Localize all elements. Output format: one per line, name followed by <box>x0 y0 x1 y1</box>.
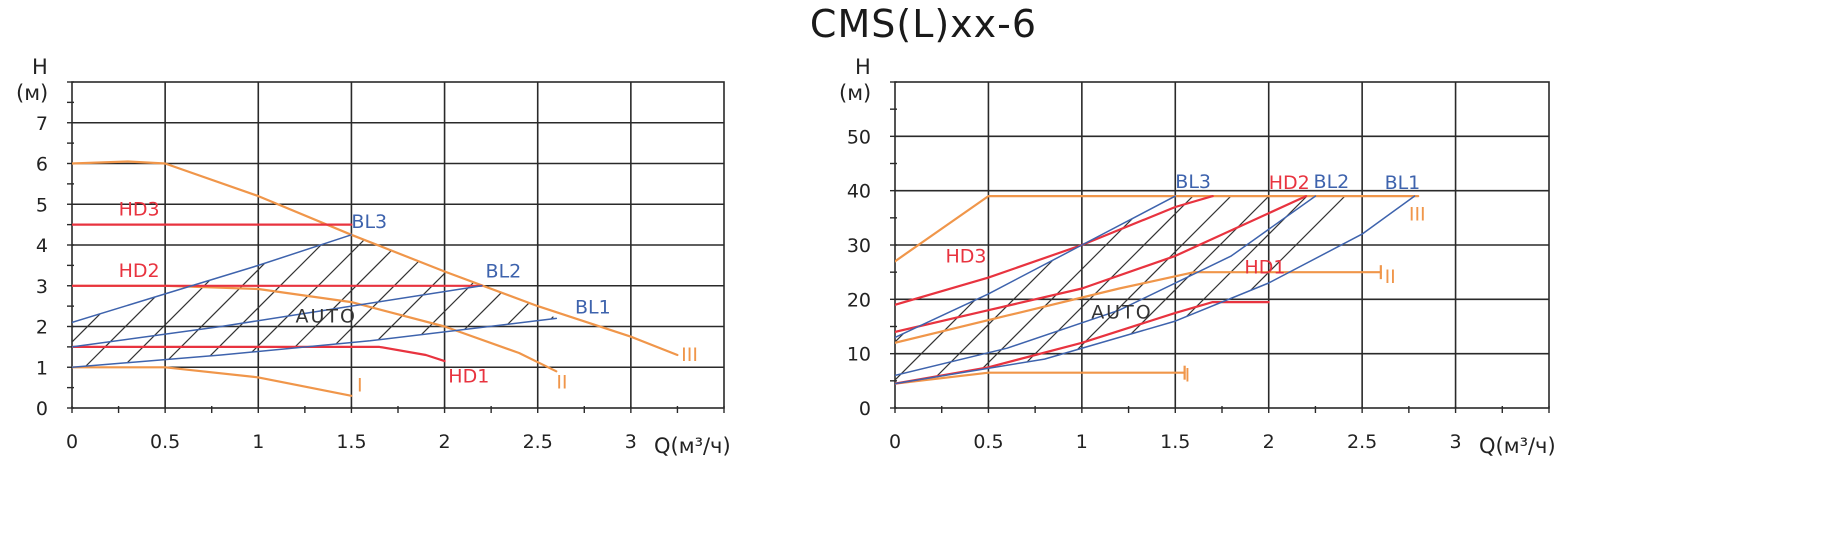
hatch-line <box>1744 58 1847 418</box>
auto-label: AUTO <box>1091 301 1152 323</box>
y-axis-title: H <box>855 55 871 79</box>
x-axis-title: Q(м³/ч) <box>1479 434 1556 458</box>
y-tick-label: 0 <box>36 398 48 420</box>
hatch-line <box>1655 58 1847 418</box>
hatch-line <box>1782 58 1847 418</box>
hatch-line <box>1516 58 1847 418</box>
curve-label-bl3: BL3 <box>1175 171 1211 193</box>
hatch-line <box>1554 58 1847 418</box>
hatch-line <box>1617 58 1847 418</box>
series-i-line <box>895 371 1186 385</box>
auto-label: AUTO <box>296 305 357 327</box>
series-i-line <box>72 366 353 397</box>
curve-label-ii: II <box>556 371 567 393</box>
x-tick-label: 3 <box>625 431 637 453</box>
hatch-line <box>1769 58 1847 418</box>
x-tick-label: 0 <box>889 431 901 453</box>
curve-label-i: I <box>1185 364 1191 386</box>
x-tick-label: 2.5 <box>1347 431 1377 453</box>
x-tick-label: 1 <box>252 431 264 453</box>
curve-label-bl3: BL3 <box>351 211 387 233</box>
curve-label-hd1: HD1 <box>1244 256 1285 278</box>
curve-label-hd3: HD3 <box>119 199 160 221</box>
y-tick-label: 50 <box>847 126 871 148</box>
series-bl1-line <box>72 317 558 369</box>
y-tick-label: 30 <box>847 235 871 257</box>
y-tick-label: 20 <box>847 289 871 311</box>
hatch-line <box>1807 58 1847 418</box>
curve-label-iii: III <box>1409 204 1426 226</box>
y-tick-label: 4 <box>36 235 48 257</box>
series-bl3-line <box>895 195 1177 339</box>
x-tick-label: 0 <box>66 431 78 453</box>
hatch-line <box>1668 58 1847 418</box>
x-tick-label: 2.5 <box>523 431 553 453</box>
x-tick-label: 1.5 <box>1160 431 1190 453</box>
curve-label-hd2: HD2 <box>119 260 160 282</box>
y-tick-label: 10 <box>847 344 871 366</box>
x-tick-label: 2 <box>439 431 451 453</box>
y-tick-label: 0 <box>859 398 871 420</box>
y-tick-label: 3 <box>36 276 48 298</box>
hatch-line <box>1693 58 1847 418</box>
x-axis-title: Q(м³/ч) <box>654 434 731 458</box>
hatch-line <box>0 58 14 418</box>
hatch-line <box>1731 58 1847 418</box>
x-tick-label: 0.5 <box>150 431 180 453</box>
series-ii-line <box>895 271 1382 344</box>
y-tick-label: 2 <box>36 317 48 339</box>
y-axis-unit: (м) <box>16 81 48 105</box>
curve-label-hd3: HD3 <box>945 245 986 267</box>
series-iii-line <box>895 195 1420 263</box>
curve-label-bl2: BL2 <box>486 261 522 283</box>
y-tick-label: 7 <box>36 113 48 135</box>
hatch-line <box>1630 58 1847 418</box>
y-tick-label: 40 <box>847 181 871 203</box>
curve-label-ii: II <box>1385 266 1396 288</box>
curve-label-i: I <box>357 375 363 397</box>
hatch-line <box>970 196 1332 384</box>
y-tick-label: 1 <box>36 357 48 379</box>
x-tick-label: 2 <box>1263 431 1275 453</box>
hatch-line <box>1592 58 1847 418</box>
x-tick-label: 1.5 <box>336 431 366 453</box>
curve-label-iii: III <box>681 344 698 366</box>
series-hd2-line <box>895 195 1308 333</box>
x-tick-label: 3 <box>1450 431 1462 453</box>
hatch-line <box>1820 58 1847 418</box>
curve-label-bl1: BL1 <box>575 296 611 318</box>
hatch-line <box>1706 58 1847 418</box>
curve-label-hd1: HD1 <box>448 366 489 388</box>
y-axis-title: H <box>32 55 48 79</box>
y-axis-unit: (м) <box>839 81 871 105</box>
curve-label-hd2: HD2 <box>1269 172 1310 194</box>
y-tick-label: 5 <box>36 194 48 216</box>
x-tick-label: 0.5 <box>973 431 1003 453</box>
page-title: CMS(L)xx-6 <box>809 2 1038 46</box>
curve-label-bl1: BL1 <box>1385 172 1421 194</box>
hatch-line <box>932 196 1294 384</box>
series-bl1-line <box>895 195 1416 385</box>
curve-label-bl2: BL2 <box>1314 171 1350 193</box>
hatch-line <box>1579 58 1847 418</box>
series-bl2-line <box>895 195 1317 377</box>
x-tick-label: 1 <box>1076 431 1088 453</box>
hatch-line <box>1503 58 1847 418</box>
series-bl2-line <box>72 285 483 348</box>
hatch-line <box>1541 58 1847 418</box>
y-tick-label: 6 <box>36 154 48 176</box>
series-hd1-line <box>72 345 446 363</box>
series-bl3-line <box>72 234 353 324</box>
